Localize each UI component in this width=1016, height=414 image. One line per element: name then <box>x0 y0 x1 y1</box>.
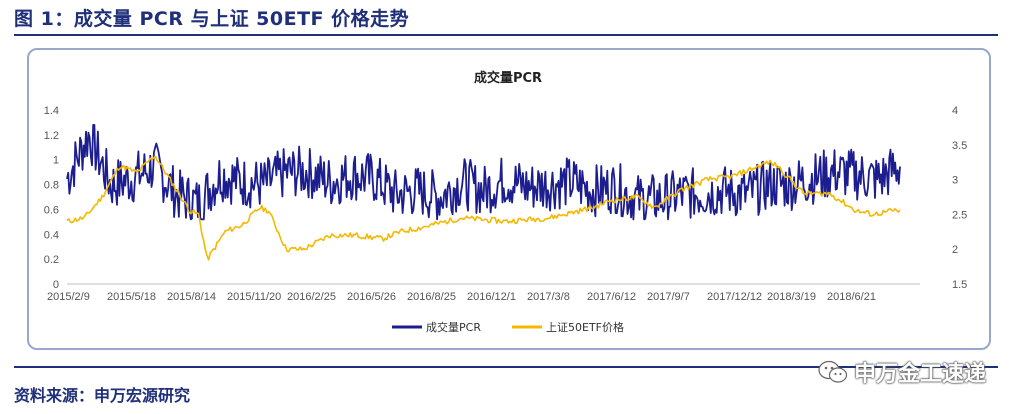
y-right-tick-label: 4 <box>952 105 958 117</box>
y-left-tick-label: 0 <box>53 279 59 291</box>
x-tick-label: 2017/3/8 <box>527 291 570 303</box>
legend-label: 上证50ETF价格 <box>546 320 624 334</box>
y-left-tick-label: 1.4 <box>44 105 59 117</box>
y-right-tick-label: 2 <box>952 244 958 256</box>
y-right-tick-label: 3.5 <box>952 140 967 152</box>
x-tick-label: 2018/6/21 <box>827 291 876 303</box>
watermark-text: 申万金工速递 <box>853 362 986 387</box>
x-tick-label: 2017/12/12 <box>707 291 762 303</box>
y-left-tick-label: 1 <box>53 155 59 167</box>
series-etf-line <box>66 155 901 261</box>
top-divider <box>14 34 998 36</box>
x-tick-label: 2016/8/25 <box>407 291 456 303</box>
wechat-icon <box>818 360 848 383</box>
y-right-tick-label: 2.5 <box>952 209 967 221</box>
y-left-tick-label: 0.8 <box>44 180 59 192</box>
x-tick-label: 2017/6/12 <box>587 291 636 303</box>
x-tick-label: 2015/8/14 <box>167 291 216 303</box>
figure-title: 图 1：成交量 PCR 与上证 50ETF 价格走势 <box>14 8 410 30</box>
y-right-tick-label: 1.5 <box>952 279 967 291</box>
x-tick-label: 2015/11/20 <box>227 291 281 303</box>
y-left-tick-label: 0.2 <box>44 254 59 266</box>
legend-label: 成交量PCR <box>426 320 481 334</box>
x-tick-label: 2016/12/1 <box>467 291 516 303</box>
y-left-tick-label: 1.2 <box>44 130 59 142</box>
x-tick-label: 2018/3/19 <box>767 291 816 303</box>
source-note: 资料来源：申万宏源研究 <box>14 386 191 405</box>
bottom-divider <box>14 366 998 368</box>
x-tick-label: 2015/5/18 <box>107 291 156 303</box>
x-tick-label: 2017/9/7 <box>647 291 690 303</box>
watermark: 申万金工速递 <box>818 356 986 388</box>
y-left-tick-label: 0.4 <box>44 229 59 241</box>
x-tick-label: 2016/5/26 <box>347 291 396 303</box>
x-tick-label: 2015/2/9 <box>47 291 90 303</box>
x-tick-label: 2016/2/25 <box>287 291 336 303</box>
y-right-tick-label: 3 <box>952 175 958 187</box>
series-pcr-line <box>66 124 901 221</box>
y-left-tick-label: 0.6 <box>44 204 59 216</box>
chart-title: 成交量PCR <box>474 70 542 86</box>
